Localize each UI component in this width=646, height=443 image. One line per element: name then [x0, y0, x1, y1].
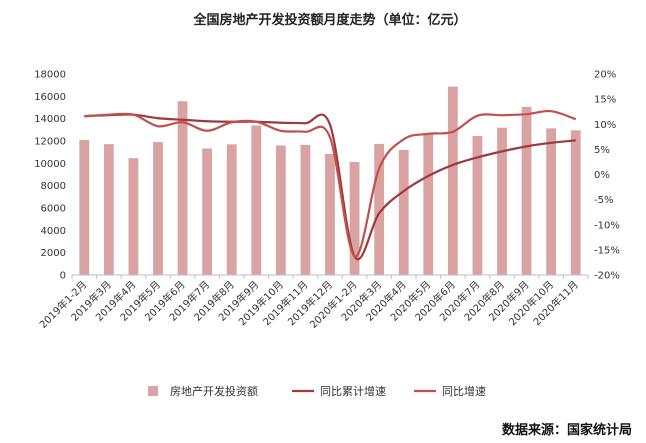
bar: [497, 127, 507, 275]
bar: [177, 101, 188, 275]
bar: [521, 106, 532, 275]
bar: [472, 135, 483, 275]
data-source: 数据来源：国家统计局: [502, 422, 632, 438]
bar: [128, 158, 139, 275]
legend-item-cumulative: 同比累计增速: [292, 384, 386, 398]
bar: [300, 144, 311, 275]
right-axis-tick: -15%: [594, 245, 620, 256]
line-series: [84, 109, 577, 261]
bar: [398, 149, 409, 275]
bar: [423, 133, 434, 275]
left-axis-tick: 6000: [41, 204, 66, 215]
bar: [153, 142, 163, 275]
legend-item-investment: 房地产开发投资额: [148, 384, 258, 398]
legend-swatch: [148, 386, 158, 396]
legend-item-yoy: 同比增速: [414, 384, 486, 398]
bar-series: [79, 86, 581, 275]
bar: [447, 86, 458, 275]
right-axis-tick: 10%: [594, 120, 616, 131]
right-axis-tick: 0%: [594, 170, 610, 181]
bar: [374, 143, 385, 275]
legend-label: 房地产开发投资额: [170, 384, 258, 398]
line-cumulative-growth: [84, 113, 576, 261]
bar: [570, 130, 581, 275]
left-axis-tick: 14000: [34, 114, 66, 125]
bar: [79, 139, 90, 275]
right-axis-tick: 20%: [594, 70, 616, 81]
bar: [226, 144, 237, 275]
chart-title: 全国房地产开发投资额月度走势（单位：亿元）: [192, 12, 466, 28]
left-axis-tick: 4000: [41, 226, 66, 237]
bar: [546, 128, 557, 275]
right-axis-tick: 15%: [594, 95, 616, 106]
right-axis-tick: -5%: [594, 195, 613, 206]
left-axis-tick: 18000: [34, 70, 66, 81]
left-axis-tick: 2000: [41, 248, 66, 259]
line-yoy-growth: [84, 109, 577, 258]
left-axis-tick: 16000: [34, 92, 66, 103]
bar: [325, 153, 335, 275]
right-axis-tick: -20%: [594, 271, 620, 282]
legend-label: 同比累计增速: [320, 384, 386, 398]
legend-label: 同比增速: [442, 384, 486, 398]
left-axis-tick: 10000: [34, 159, 66, 170]
chart-legend: 房地产开发投资额 同比累计增速 同比增速: [148, 384, 486, 398]
right-axis-tick: -10%: [594, 220, 620, 231]
bar: [103, 144, 114, 275]
bar: [275, 145, 286, 275]
right-axis-tick: 5%: [594, 145, 610, 156]
left-axis-tick: 8000: [41, 181, 66, 192]
bar: [202, 148, 213, 275]
bar: [349, 162, 360, 275]
bar: [251, 125, 262, 275]
left-axis-tick: 12000: [34, 137, 66, 148]
left-axis-tick: 0: [60, 271, 66, 282]
